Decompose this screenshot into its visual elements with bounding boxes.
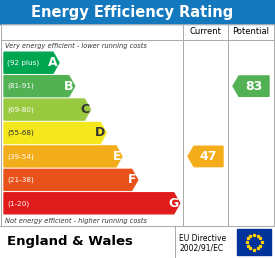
Text: Very energy efficient - lower running costs: Very energy efficient - lower running co…: [5, 43, 147, 49]
Polygon shape: [4, 169, 138, 190]
Text: 2002/91/EC: 2002/91/EC: [179, 244, 223, 253]
Polygon shape: [4, 146, 122, 167]
Text: (39-54): (39-54): [7, 153, 34, 160]
Text: 47: 47: [200, 150, 217, 163]
Text: (92 plus): (92 plus): [7, 59, 39, 66]
Text: (69-80): (69-80): [7, 106, 34, 113]
Bar: [237, 229, 271, 255]
Polygon shape: [233, 76, 269, 96]
Polygon shape: [4, 76, 75, 97]
Polygon shape: [4, 193, 180, 214]
Text: C: C: [80, 103, 89, 116]
Polygon shape: [4, 52, 59, 73]
Text: (1-20): (1-20): [7, 200, 29, 207]
Polygon shape: [188, 146, 223, 167]
Text: EU Directive: EU Directive: [179, 234, 226, 243]
Polygon shape: [4, 99, 90, 120]
Text: (55-68): (55-68): [7, 130, 34, 136]
Text: (21-38): (21-38): [7, 177, 34, 183]
Bar: [1, 24, 274, 226]
Text: 83: 83: [245, 80, 263, 93]
Text: Energy Efficiency Rating: Energy Efficiency Rating: [31, 4, 233, 20]
Text: England & Wales: England & Wales: [7, 236, 133, 248]
Polygon shape: [4, 123, 106, 143]
Text: Potential: Potential: [232, 28, 270, 36]
Text: E: E: [112, 150, 121, 163]
Text: D: D: [95, 126, 105, 140]
Text: B: B: [64, 80, 74, 93]
Text: (81-91): (81-91): [7, 83, 34, 89]
Text: Not energy efficient - higher running costs: Not energy efficient - higher running co…: [5, 217, 147, 223]
Text: F: F: [128, 173, 137, 186]
Text: G: G: [169, 197, 179, 210]
Bar: [0, 0, 275, 24]
Text: A: A: [48, 56, 58, 69]
Text: Current: Current: [189, 28, 221, 36]
